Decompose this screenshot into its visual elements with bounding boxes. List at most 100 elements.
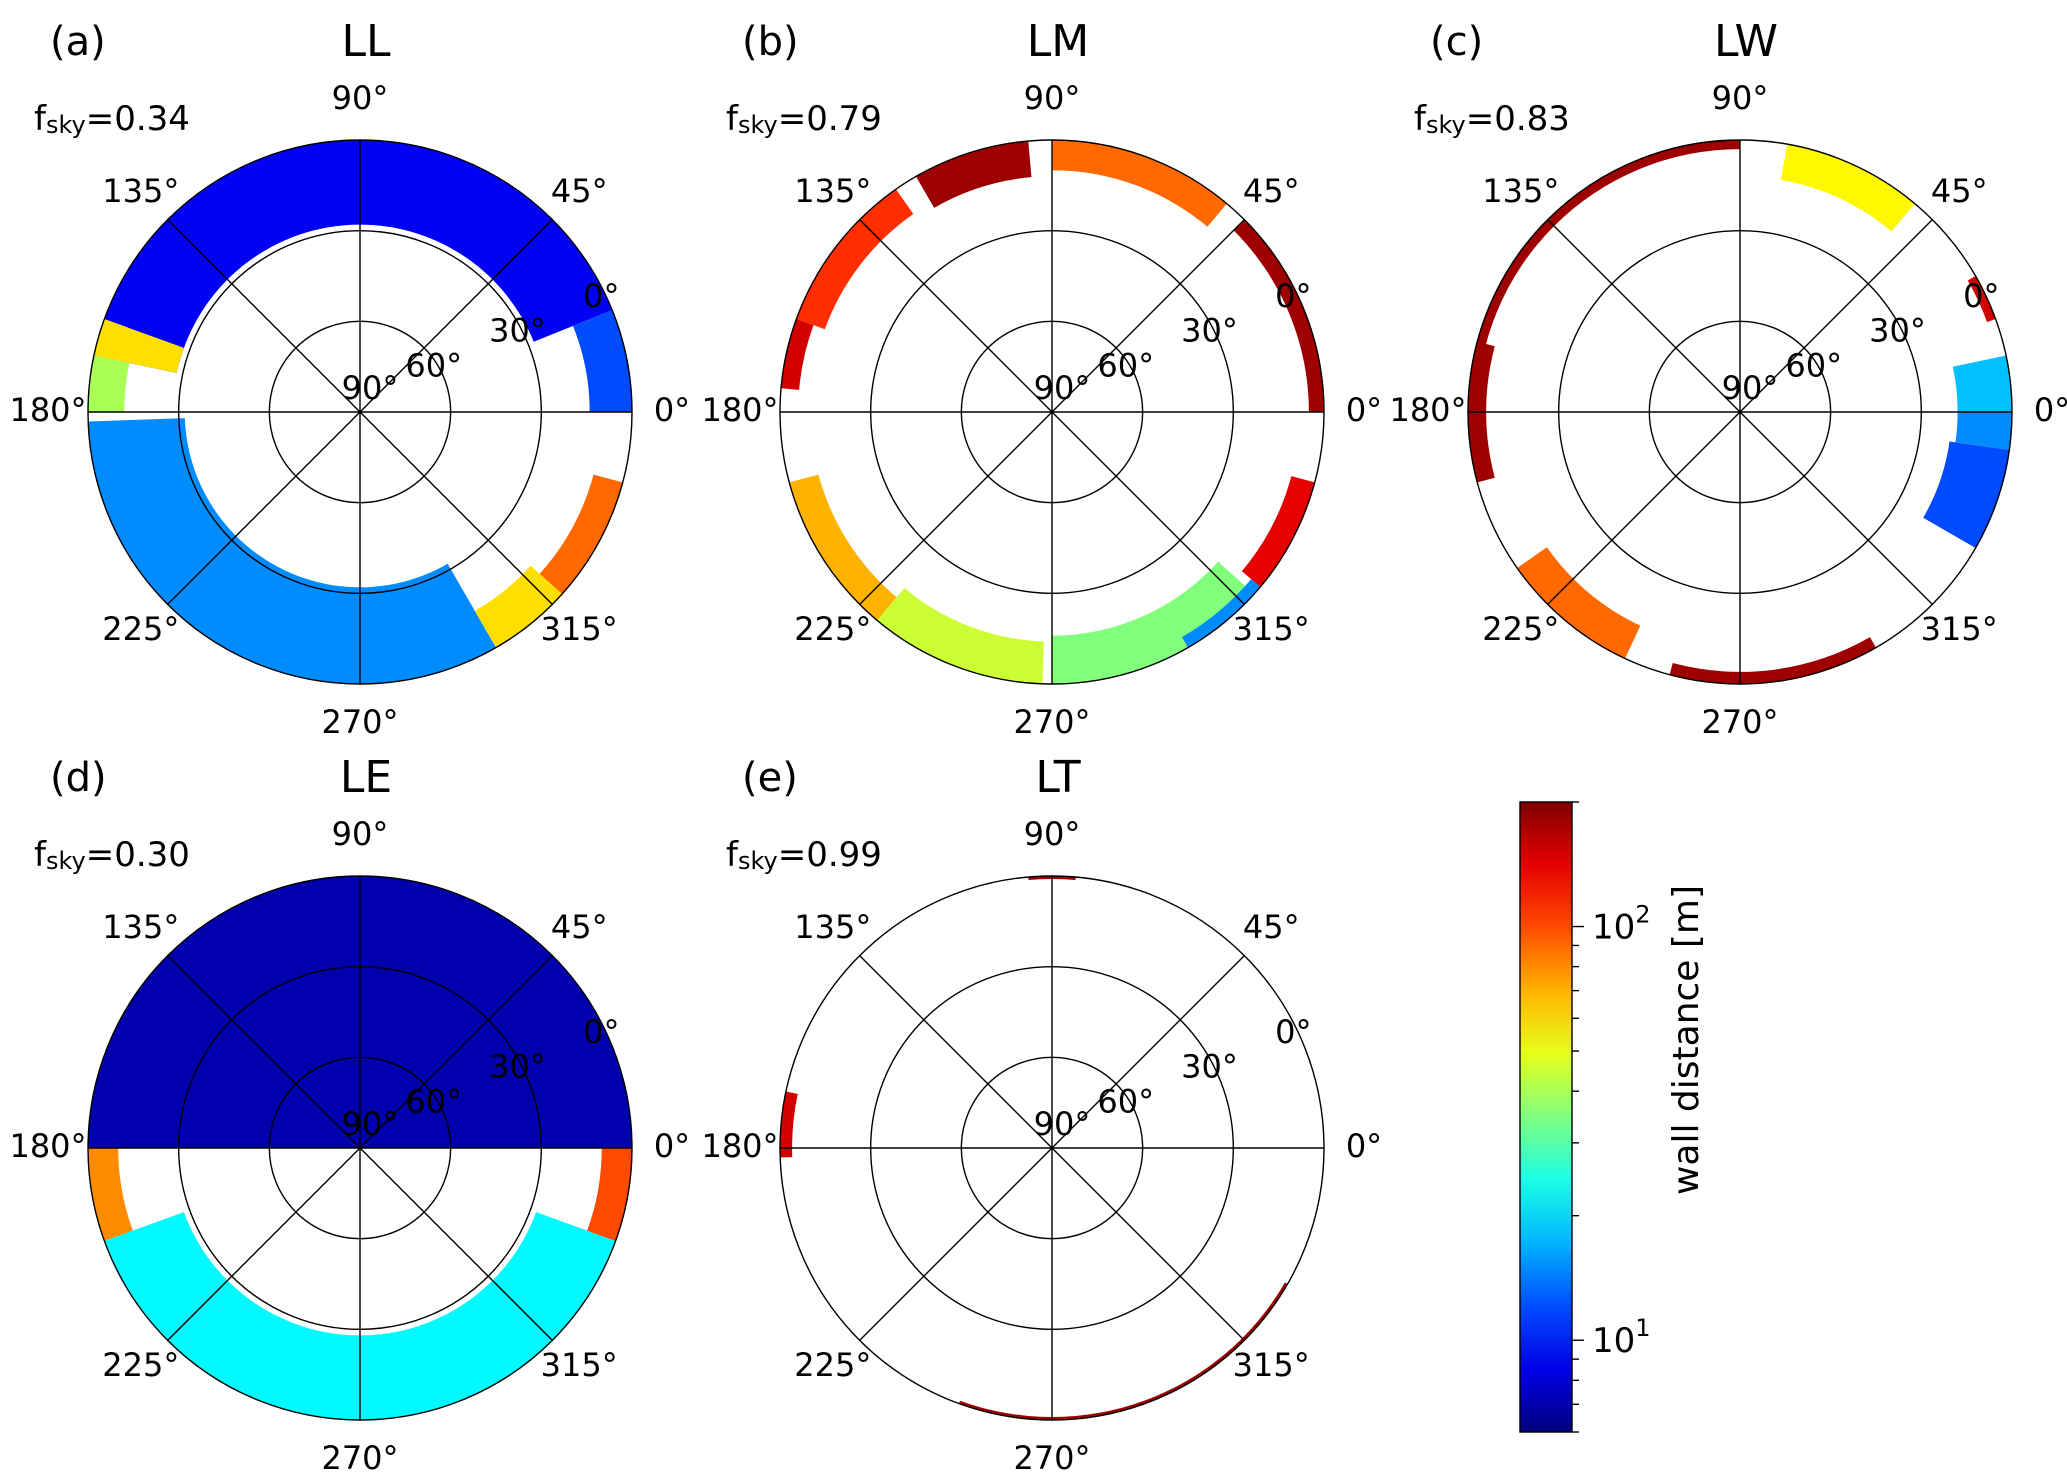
azimuth-tick-label: 45°	[551, 172, 608, 210]
sky-view-sector	[916, 141, 1032, 208]
sky-view-sector	[877, 587, 1044, 684]
azimuth-tick-label: 135°	[102, 172, 179, 210]
fsky-value: =0.83	[1466, 99, 1570, 139]
azimuth-tick-label: 0°	[654, 1127, 690, 1165]
azimuth-tick-label: 315°	[1921, 610, 1998, 648]
azimuth-tick-label: 270°	[321, 1439, 398, 1473]
fsky-subscript: sky	[46, 847, 86, 875]
azimuth-tick-label: 270°	[1013, 703, 1090, 741]
azimuth-tick-label: 0°	[654, 391, 690, 429]
tick-base: 10	[1592, 1321, 1635, 1361]
fsky-symbol: f	[726, 99, 739, 139]
azimuth-tick-label: 225°	[794, 610, 871, 648]
elevation-tick-label: 0°	[583, 1013, 619, 1051]
polar-panel-lt: 0°45°90°135°180°225°270°315°0°30°60°90°(…	[701, 752, 1382, 1473]
elevation-tick-label: 30°	[1181, 1048, 1238, 1086]
fsky-value: =0.99	[778, 835, 882, 875]
sky-view-sector	[104, 1212, 616, 1420]
panel-letter: (b)	[742, 19, 799, 65]
panel-letter: (a)	[50, 19, 106, 65]
azimuth-tick-label: 45°	[1243, 172, 1300, 210]
elevation-tick-label: 0°	[1963, 277, 1999, 315]
fsky-symbol: f	[1414, 99, 1427, 139]
fsky-annotation: fsky=0.79	[726, 99, 882, 140]
fsky-annotation: fsky=0.99	[726, 835, 882, 876]
panel-title: LW	[1714, 16, 1778, 67]
polar-panel-le: 0°45°90°135°180°225°270°315°0°30°60°90°(…	[9, 752, 690, 1473]
azimuth-tick-label: 0°	[1346, 1127, 1382, 1165]
elevation-tick-label: 90°	[1034, 369, 1091, 407]
sky-view-sector	[1955, 412, 2012, 450]
colorbar-tick-label: 102	[1592, 901, 1651, 948]
azimuth-tick-label: 0°	[2034, 391, 2067, 429]
sky-view-sector	[796, 189, 914, 330]
elevation-tick-label: 30°	[489, 312, 546, 350]
sky-view-sector	[1052, 140, 1227, 227]
fsky-symbol: f	[34, 99, 47, 139]
panel-title: LE	[340, 752, 392, 803]
sky-view-sector	[88, 355, 130, 412]
elevation-tick-label: 30°	[1181, 312, 1238, 350]
panel-title: LL	[341, 16, 391, 67]
azimuth-tick-label: 270°	[321, 703, 398, 741]
fsky-value: =0.34	[86, 99, 190, 139]
sky-view-sector	[1517, 547, 1641, 659]
sky-view-sector	[93, 140, 613, 374]
elevation-tick-label: 60°	[405, 346, 462, 384]
fsky-value: =0.30	[86, 835, 190, 875]
fsky-subscript: sky	[46, 111, 86, 139]
sky-view-sector	[789, 474, 897, 621]
polar-radial-line	[859, 955, 1245, 1341]
azimuth-tick-label: 0°	[1346, 391, 1382, 429]
sky-view-sector	[1923, 441, 2010, 548]
azimuth-tick-label: 90°	[332, 815, 389, 853]
polar-radial-line	[167, 955, 553, 1341]
elevation-tick-label: 60°	[405, 1082, 462, 1120]
elevation-tick-label: 30°	[489, 1048, 546, 1086]
colorbar-bar	[1519, 801, 1573, 1433]
azimuth-tick-label: 45°	[551, 908, 608, 946]
panel-letter: (c)	[1430, 19, 1483, 65]
sky-view-sector	[88, 418, 496, 684]
elevation-tick-label: 30°	[1869, 312, 1926, 350]
fsky-value: =0.79	[778, 99, 882, 139]
panel-title: LM	[1027, 16, 1089, 67]
elevation-tick-label: 90°	[342, 1105, 399, 1143]
azimuth-tick-label: 315°	[1233, 610, 1310, 648]
azimuth-tick-label: 180°	[1389, 391, 1466, 429]
fsky-symbol: f	[34, 835, 47, 875]
tick-base: 10	[1592, 908, 1635, 948]
sky-view-sector	[1052, 561, 1255, 684]
elevation-tick-label: 0°	[583, 277, 619, 315]
sky-view-sector	[587, 1148, 632, 1242]
sky-view-sector	[1181, 579, 1261, 648]
sky-view-sector	[474, 565, 563, 648]
elevation-tick-label: 60°	[1785, 346, 1842, 384]
polar-radial-line	[1547, 219, 1933, 605]
fsky-annotation: fsky=0.34	[34, 99, 190, 140]
sky-view-sector	[780, 1091, 798, 1158]
sky-view-sector	[88, 1148, 133, 1242]
fsky-subscript: sky	[738, 847, 778, 875]
sky-view-sector	[781, 318, 814, 390]
panel-letter: (d)	[50, 755, 107, 801]
elevation-tick-label: 90°	[342, 369, 399, 407]
sky-view-sector	[1967, 276, 1996, 323]
polar-panel-ll: 0°45°90°135°180°225°270°315°0°30°60°90°(…	[9, 16, 690, 741]
elevation-tick-label: 90°	[1034, 1105, 1091, 1143]
sky-view-sector	[539, 474, 623, 595]
azimuth-tick-label: 135°	[102, 908, 179, 946]
sky-view-sector	[93, 318, 184, 374]
elevation-tick-label: 0°	[1275, 277, 1311, 315]
azimuth-tick-label: 135°	[1482, 172, 1559, 210]
polar-radial-line	[167, 219, 553, 605]
azimuth-tick-label: 270°	[1013, 1439, 1090, 1473]
azimuth-tick-label: 180°	[701, 1127, 778, 1165]
azimuth-tick-label: 90°	[1024, 815, 1081, 853]
azimuth-tick-label: 180°	[701, 391, 778, 429]
azimuth-tick-label: 315°	[1233, 1346, 1310, 1384]
polar-panel-lm: 0°45°90°135°180°225°270°315°0°30°60°90°(…	[701, 16, 1382, 741]
azimuth-tick-label: 135°	[794, 172, 871, 210]
